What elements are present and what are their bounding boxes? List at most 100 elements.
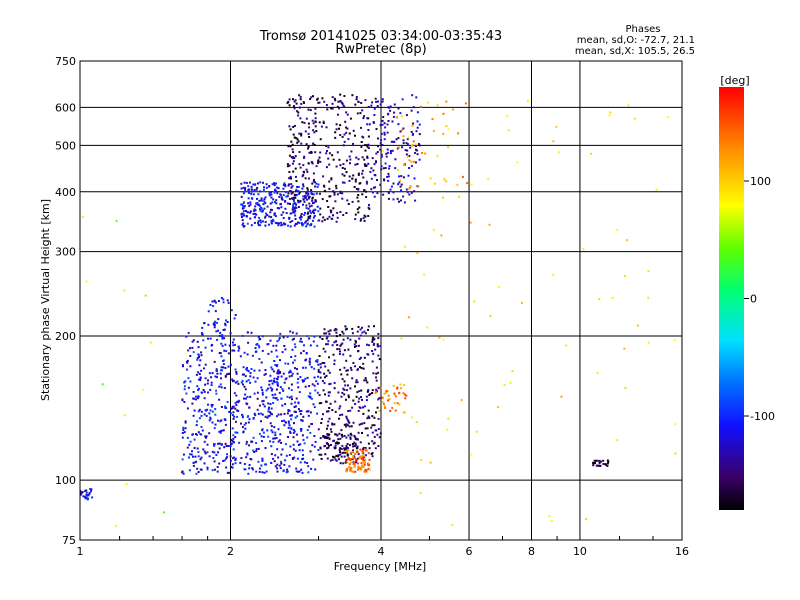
data-point: [378, 358, 381, 361]
data-point: [346, 443, 349, 445]
data-point: [598, 462, 601, 465]
data-point: [291, 372, 294, 375]
data-point: [355, 156, 358, 159]
data-point: [294, 155, 297, 158]
data-point: [292, 151, 295, 154]
data-point: [398, 200, 400, 203]
data-point: [85, 493, 88, 496]
data-point: [343, 434, 346, 437]
data-point: [387, 399, 390, 402]
data-point: [360, 462, 363, 464]
data-point: [254, 350, 257, 353]
data-point: [272, 370, 275, 373]
data-point: [258, 203, 261, 206]
data-point: [298, 106, 301, 109]
data-point: [265, 212, 268, 215]
data-point: [377, 371, 380, 374]
data-point: [312, 458, 315, 461]
data-point: [380, 155, 383, 158]
data-point: [314, 117, 317, 120]
data-point: [264, 415, 267, 418]
data-point: [266, 387, 269, 390]
data-point: [310, 204, 313, 207]
data-point: [304, 196, 307, 198]
data-point: [247, 191, 250, 194]
data-point: [623, 347, 626, 350]
data-point: [332, 158, 335, 161]
data-point: [297, 190, 300, 193]
data-point: [309, 344, 312, 347]
data-point: [276, 340, 279, 343]
data-point: [355, 96, 358, 98]
data-point: [247, 370, 250, 373]
data-point: [325, 374, 328, 377]
data-point: [284, 421, 287, 424]
data-point: [197, 471, 200, 473]
data-point: [357, 101, 360, 103]
data-point: [233, 392, 236, 395]
data-point: [352, 449, 354, 452]
data-point: [314, 185, 317, 188]
data-point: [203, 462, 206, 465]
data-point: [380, 165, 383, 168]
data-point: [80, 492, 83, 495]
data-point: [349, 444, 351, 447]
data-point: [292, 337, 295, 340]
data-point: [350, 368, 353, 371]
data-point: [294, 210, 297, 213]
data-point: [379, 345, 382, 347]
data-point: [271, 393, 274, 396]
data-point: [326, 217, 329, 220]
data-point: [256, 397, 259, 400]
data-point: [258, 358, 261, 360]
data-point: [289, 369, 292, 372]
data-point: [349, 409, 352, 412]
data-point: [356, 437, 358, 440]
data-point: [326, 433, 329, 435]
data-point: [361, 455, 363, 458]
data-point: [371, 440, 374, 443]
data-point: [232, 344, 235, 347]
data-point: [398, 403, 401, 406]
data-point: [281, 351, 284, 354]
data-point: [371, 452, 374, 455]
data-point: [264, 202, 267, 204]
data-point: [355, 187, 358, 190]
data-point: [223, 387, 226, 389]
data-point: [373, 174, 376, 176]
data-point: [309, 395, 312, 398]
data-point: [325, 166, 328, 169]
data-point: [307, 465, 310, 468]
data-point: [269, 386, 272, 389]
data-point: [616, 439, 619, 442]
data-point: [360, 468, 363, 471]
data-point: [286, 102, 289, 105]
data-point: [555, 125, 558, 128]
data-point: [286, 202, 289, 205]
data-point: [341, 330, 344, 333]
data-point: [352, 142, 354, 145]
data-point: [247, 185, 250, 188]
data-point: [356, 451, 359, 453]
data-point: [344, 325, 347, 328]
data-point: [301, 449, 304, 452]
data-point: [319, 160, 322, 163]
data-point: [373, 114, 376, 116]
data-point: [366, 468, 369, 471]
data-point: [198, 408, 201, 411]
data-point: [300, 468, 303, 471]
data-point: [413, 160, 415, 163]
data-point: [331, 96, 334, 99]
data-point: [334, 446, 337, 449]
data-point: [282, 217, 285, 219]
data-point: [310, 150, 313, 153]
data-point: [263, 200, 266, 203]
data-point: [233, 456, 235, 459]
data-point: [345, 212, 348, 214]
data-point: [313, 376, 316, 379]
data-point: [231, 407, 234, 410]
data-point: [516, 161, 519, 164]
data-point: [393, 141, 396, 143]
data-point: [87, 494, 90, 497]
data-point: [234, 401, 237, 404]
